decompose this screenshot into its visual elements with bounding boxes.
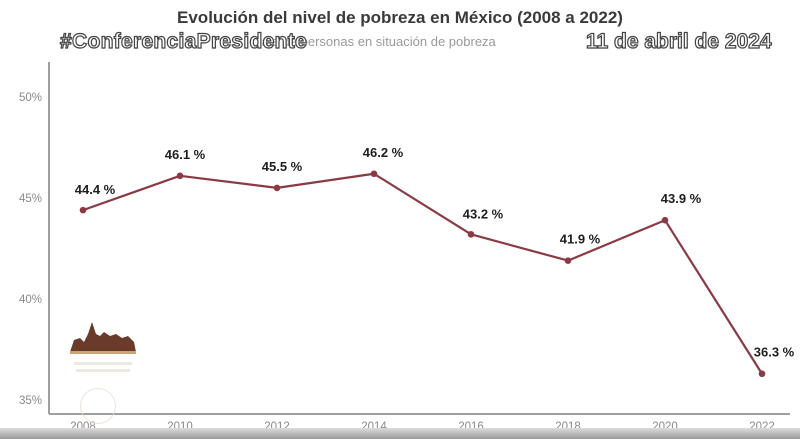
hashtag-overlay: #ConferenciaPresidente (59, 29, 308, 53)
data-label: 41.9 % (560, 232, 601, 247)
chart-subtitle: taje de personas en situación de pobreza (258, 34, 496, 49)
data-point (370, 170, 378, 178)
y-tick-label: 45% (19, 193, 42, 205)
data-point (758, 370, 766, 378)
y-tick-label: 35% (19, 395, 42, 407)
y-tick-label: 50% (19, 92, 42, 104)
bottom-bar (0, 428, 800, 439)
data-point (79, 206, 87, 214)
data-point (176, 172, 184, 180)
data-label: 36.3 % (754, 345, 795, 360)
data-labels: 44.4 % 46.1 % 45.5 % 46.2 % 43.2 % 41.9 % 43.9… (75, 145, 795, 360)
data-label: 44.4 % (75, 182, 116, 197)
data-point (467, 231, 475, 238)
data-label: 45.5 % (262, 159, 303, 174)
data-point (273, 184, 281, 192)
government-logo-icon (70, 322, 136, 372)
data-point (661, 216, 669, 224)
series-line (82, 172, 763, 375)
y-tick-label: 40% (19, 294, 42, 306)
data-point (564, 257, 572, 264)
chart-title: Evolución del nivel de pobreza en México… (177, 8, 623, 27)
data-label: 43.2 % (463, 206, 504, 221)
data-label: 46.2 % (363, 145, 404, 160)
date-overlay: 11 de abril de 2024 (585, 29, 772, 53)
y-tick-labels: 35% 40% 45% 50% (19, 92, 42, 407)
data-label: 46.1 % (165, 147, 206, 162)
data-points (79, 170, 766, 378)
data-label: 43.9 % (661, 191, 702, 206)
seal-icon (80, 388, 116, 424)
